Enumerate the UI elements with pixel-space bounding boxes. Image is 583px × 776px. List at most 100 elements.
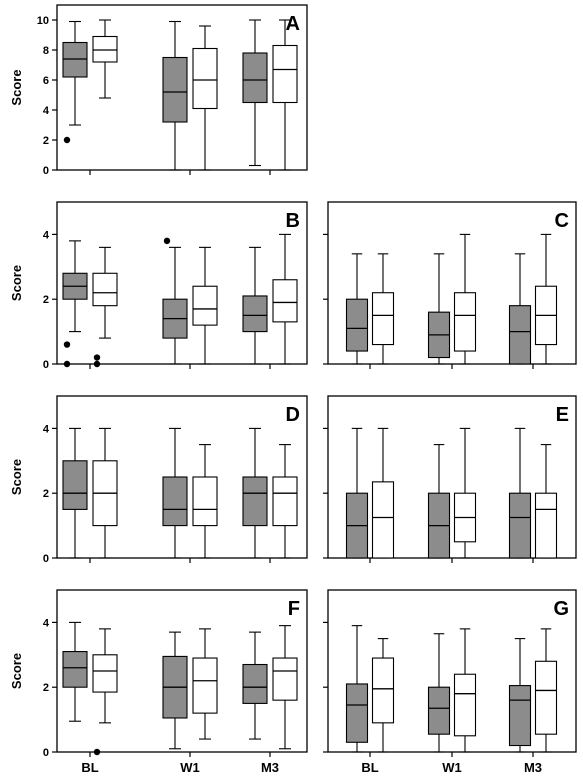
box-m3-group2 (272, 233, 298, 365)
box-m3-group2 (272, 19, 298, 171)
y-tick-label: 0 (43, 747, 49, 759)
box-bl-group1 (345, 625, 369, 753)
iqr-box (453, 673, 477, 737)
iqr-box (371, 481, 395, 559)
y-tick-label: 2 (43, 682, 49, 694)
box-w1-group2 (192, 628, 218, 740)
box-m3-group2 (534, 444, 558, 559)
x-tick-label: BL (81, 760, 98, 775)
iqr-box (272, 279, 298, 323)
box-bl-group1 (62, 20, 88, 144)
panel-letter: B (286, 210, 300, 232)
panel-c: C (323, 201, 577, 369)
y-tick-label: 2 (43, 488, 49, 500)
outlier-point (63, 360, 71, 368)
box-bl-group2 (371, 253, 395, 365)
iqr-box (192, 47, 218, 110)
iqr-box (92, 272, 118, 307)
iqr-box (92, 35, 118, 63)
box-m3-group1 (242, 246, 268, 365)
box-w1-group2 (192, 25, 218, 171)
iqr-box (242, 295, 268, 333)
iqr-box (242, 476, 268, 527)
panel-g: G BL W1 M3 (323, 589, 577, 775)
box-bl-group1 (345, 253, 369, 365)
iqr-box (272, 476, 298, 527)
y-tick-label: 0 (43, 165, 49, 177)
y-tick-label: 4 (43, 423, 50, 435)
iqr-box (62, 41, 88, 78)
box-m3-group1 (508, 253, 532, 365)
iqr-box (242, 52, 268, 104)
panel-frame (56, 201, 308, 365)
outlier-point (93, 748, 101, 756)
outlier-point (163, 237, 171, 245)
panel-letter: F (288, 598, 300, 620)
panel-a: A 0 2 4 6 8 10 Score (9, 4, 308, 177)
y-tick-label: 2 (43, 135, 49, 147)
box-bl-group1 (345, 427, 369, 559)
y-tick-label: 0 (43, 359, 49, 371)
box-m3-group1 (508, 638, 532, 753)
box-m3-group2 (534, 628, 558, 753)
x-tick-label: W1 (442, 760, 462, 775)
iqr-box (508, 492, 532, 559)
box-bl-group2 (92, 19, 118, 99)
box-w1-group1 (162, 237, 188, 365)
box-bl-group2 (92, 246, 118, 368)
box-w1-group1 (427, 633, 451, 753)
outlier-point (63, 136, 71, 144)
box-bl-group2 (92, 427, 118, 559)
panel-d: D 0 2 4 Score (9, 395, 308, 565)
y-tick-label: 4 (43, 105, 50, 117)
box-w1-group1 (162, 427, 188, 559)
iqr-box (508, 305, 532, 365)
y-axis-label: Score (9, 69, 24, 105)
iqr-box (534, 660, 558, 735)
box-m3-group2 (272, 444, 298, 559)
panel-f: F 0 2 4 BL W1 M3 Score (9, 589, 308, 775)
y-tick-label: 0 (43, 553, 49, 565)
y-tick-label: 10 (37, 15, 49, 27)
x-tick-label: M3 (524, 760, 542, 775)
iqr-box (92, 654, 118, 693)
iqr-box (453, 292, 477, 352)
y-tick-label: 8 (43, 45, 49, 57)
panel-e: E (323, 395, 577, 563)
iqr-box (272, 657, 298, 701)
box-w1-group1 (427, 253, 451, 365)
outlier-point (93, 360, 101, 368)
panel-b: B 0 2 4 Score (9, 201, 308, 371)
panel-letter: C (555, 210, 569, 232)
y-axis-label: Score (9, 459, 24, 495)
box-m3-group1 (242, 19, 268, 167)
box-m3-group2 (272, 625, 298, 750)
box-m3-group1 (242, 427, 268, 559)
iqr-box (272, 44, 298, 104)
iqr-box (62, 651, 88, 688)
x-tick-label: M3 (261, 760, 279, 775)
box-m3-group2 (534, 233, 558, 365)
x-tick-label: BL (361, 760, 378, 775)
iqr-box (508, 685, 532, 747)
panel-frame (56, 395, 308, 559)
iqr-box (345, 298, 369, 352)
iqr-box (345, 683, 369, 743)
iqr-box (371, 657, 395, 724)
box-bl-group2 (92, 628, 118, 756)
iqr-box (162, 476, 188, 527)
panel-letter: E (556, 404, 569, 426)
panel-letter: D (286, 404, 300, 426)
y-tick-label: 2 (43, 294, 49, 306)
outlier-point (93, 354, 101, 361)
panel-letter: G (553, 598, 569, 620)
box-bl-group2 (371, 638, 395, 753)
x-tick-label: W1 (180, 760, 200, 775)
box-w1-group1 (162, 20, 188, 171)
y-axis-label: Score (9, 653, 24, 689)
outlier-point (63, 341, 71, 348)
panel-frame (56, 4, 308, 171)
iqr-box (192, 285, 218, 326)
box-w1-group2 (192, 444, 218, 559)
